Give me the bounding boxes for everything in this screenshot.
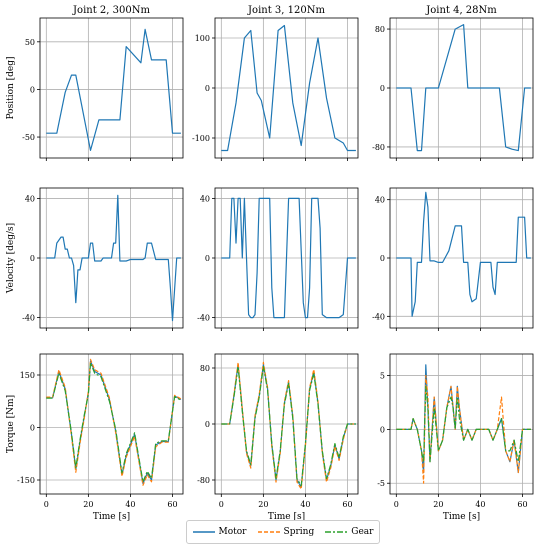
series-line-gear xyxy=(46,362,182,483)
series-line-gear xyxy=(396,385,531,463)
x-tick-label: 20 xyxy=(258,500,268,509)
y-tick-label: 0 xyxy=(205,420,210,429)
y-tick-label: 40 xyxy=(25,194,35,203)
y-tick-label: -150 xyxy=(17,476,35,485)
series-line-motor xyxy=(221,197,356,319)
x-tick-label: 60 xyxy=(167,500,177,509)
series-line-spring xyxy=(221,361,356,490)
y-tick-label: 0 xyxy=(380,425,385,434)
legend-label-spring: Spring xyxy=(283,527,315,537)
panel-3-1: 0 20 40 60 -150 0 150 Torque [Nm] Time [s] xyxy=(6,353,184,522)
y-tick-label: -40 xyxy=(197,314,210,323)
x-tick-label: 60 xyxy=(342,500,352,509)
x-axis-label: Time [s] xyxy=(268,512,305,522)
y-axis-label: Torque [Nm] xyxy=(6,395,16,453)
x-tick-label: 40 xyxy=(475,500,485,509)
y-tick-label: 0 xyxy=(205,254,210,263)
y-tick-label: 0 xyxy=(30,254,35,263)
panel-1-2: -100 0 100 Joint 3, 120Nm xyxy=(192,5,359,161)
y-tick-label: 0 xyxy=(380,84,385,93)
series-line-motor xyxy=(396,191,531,317)
panel-3-3: 0 20 40 60 -5 0 5 Time [s] xyxy=(377,353,534,522)
x-tick-label: 0 xyxy=(219,500,224,509)
x-tick-label: 0 xyxy=(44,500,49,509)
panel-2-1: -40 0 40 Velocity [deg/s] xyxy=(6,187,184,331)
series-line-gear xyxy=(221,366,356,487)
series-line-motor xyxy=(221,24,356,152)
panel-1-1: -50 0 50 Joint 2, 300Nm Position [deg] xyxy=(6,5,184,161)
y-tick-label: -40 xyxy=(22,314,35,323)
y-tick-label: -80 xyxy=(372,143,385,152)
legend-entry-gear: Gear xyxy=(325,527,373,537)
y-tick-label: 0 xyxy=(205,84,210,93)
y-tick-label: -5 xyxy=(377,479,385,488)
legend-swatch-motor xyxy=(192,531,215,533)
axes-frame xyxy=(389,353,534,495)
x-tick-label: 20 xyxy=(433,500,443,509)
y-tick-label: 50 xyxy=(25,38,35,47)
legend-entry-motor: Motor xyxy=(192,527,247,537)
y-tick-label: 5 xyxy=(380,372,385,381)
panel-title: Joint 4, 28Nm xyxy=(425,5,497,16)
y-axis-label: Position [deg] xyxy=(6,56,16,119)
y-tick-label: -100 xyxy=(192,134,210,143)
series-line-motor xyxy=(396,24,531,152)
x-tick-label: 0 xyxy=(394,500,399,509)
series-line-motor xyxy=(46,194,181,322)
legend-entry-spring: Spring xyxy=(257,527,315,537)
legend: Motor Spring Gear xyxy=(186,520,380,544)
y-tick-label: -40 xyxy=(372,312,385,321)
y-tick-label: 100 xyxy=(195,34,210,43)
series-line-spring xyxy=(396,374,531,484)
x-axis-label: Time [s] xyxy=(443,512,480,522)
panel-1-3: -80 0 80 Joint 4, 28Nm xyxy=(372,5,534,161)
y-tick-label: 40 xyxy=(200,194,210,203)
legend-swatch-gear xyxy=(325,531,348,533)
x-tick-label: 20 xyxy=(83,500,93,509)
axes-frame xyxy=(39,353,184,495)
panel-2-2: -40 0 40 xyxy=(197,187,359,331)
y-tick-label: 80 xyxy=(200,364,210,373)
panel-title: Joint 2, 300Nm xyxy=(72,5,150,16)
legend-label-gear: Gear xyxy=(351,527,374,537)
x-tick-label: 60 xyxy=(517,500,527,509)
x-axis-label: Time [s] xyxy=(93,512,130,522)
y-tick-label: 80 xyxy=(375,25,385,34)
panel-2-3: -40 0 40 xyxy=(372,187,534,331)
y-tick-label: 0 xyxy=(30,424,35,433)
legend-swatch-spring xyxy=(257,531,280,533)
y-tick-label: -80 xyxy=(197,476,210,485)
y-tick-label: 0 xyxy=(380,254,385,263)
series-line-motor xyxy=(46,28,181,151)
y-axis-label: Velocity [deg/s] xyxy=(6,223,16,294)
y-tick-label: 150 xyxy=(20,371,35,380)
y-tick-label: 0 xyxy=(30,85,35,94)
legend-label-motor: Motor xyxy=(218,527,247,537)
y-tick-label: 40 xyxy=(375,196,385,205)
x-tick-label: 40 xyxy=(300,500,310,509)
x-tick-label: 40 xyxy=(125,500,135,509)
y-tick-label: -50 xyxy=(22,133,35,142)
series-line-motor xyxy=(396,364,531,474)
axes-frame xyxy=(39,17,184,159)
panel-3-2: 0 20 40 60 -80 0 80 Time [s] xyxy=(197,353,359,522)
panel-title: Joint 3, 120Nm xyxy=(247,5,325,16)
